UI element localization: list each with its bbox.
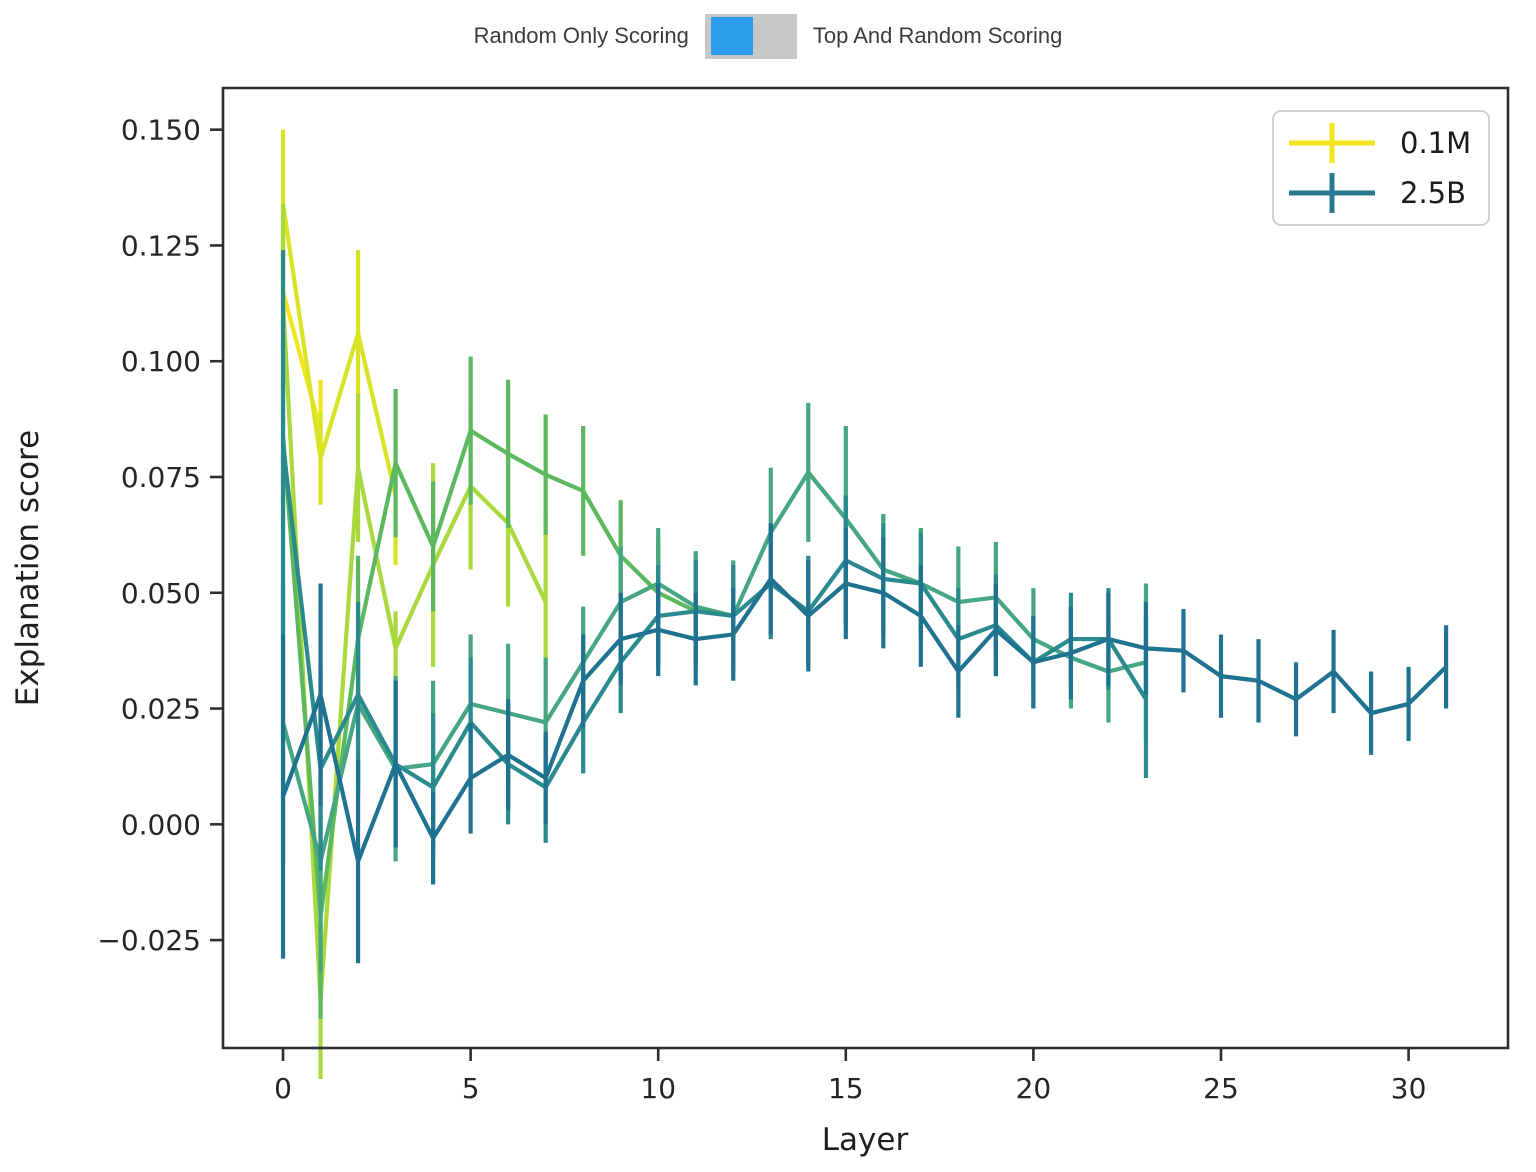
plot-frame — [221, 86, 1510, 1050]
x-axis-label: Layer — [822, 1122, 909, 1158]
series-line-s5 — [280, 442, 1149, 790]
y-tick-label-0.15: 0.150 — [121, 114, 201, 147]
x-tick-label-10: 10 — [640, 1072, 676, 1105]
series-line-s3 — [280, 428, 698, 920]
toggle-left-label: Random Only Scoring — [473, 23, 689, 48]
y-tick-label-0: 0.000 — [121, 808, 201, 841]
x-tick-label-20: 20 — [1016, 1072, 1052, 1105]
legend-entry-0.1M: 0.1M — [1286, 118, 1488, 168]
legend-sample-2.5B-icon — [1289, 173, 1375, 213]
legend-label-2.5B: 2.5B — [1400, 176, 1467, 210]
scoring-toggle-row: Random Only Scoring Top And Random Scori… — [0, 0, 1536, 72]
y-tick-label-0.025: 0.025 — [121, 693, 201, 726]
y-tick-label--0.025: −0.025 — [97, 924, 201, 957]
x-tick-label-0: 0 — [274, 1072, 292, 1105]
x-tick-label-15: 15 — [828, 1072, 864, 1105]
legend-sample-0.1M-icon — [1289, 123, 1375, 163]
legend-label-0.1M: 0.1M — [1400, 126, 1472, 160]
y-tick-label-0.05: 0.050 — [121, 577, 201, 610]
y-tick-label-0.125: 0.125 — [121, 229, 201, 262]
scoring-toggle-switch[interactable] — [704, 13, 797, 59]
legend: 0.1M 2.5B — [1272, 110, 1490, 226]
y-tick-label-0.075: 0.075 — [121, 461, 201, 494]
x-tick-label-30: 30 — [1391, 1072, 1427, 1105]
legend-entry-2.5B: 2.5B — [1286, 168, 1488, 218]
y-tick-label-0.1: 0.100 — [121, 345, 201, 378]
x-tick-label-25: 25 — [1203, 1072, 1239, 1105]
toggle-knob[interactable] — [710, 16, 753, 55]
series-line-s2 — [280, 298, 548, 1003]
series-line-s1 — [280, 201, 398, 498]
series-line-2.5B — [280, 576, 1449, 864]
toggle-right-label: Top And Random Scoring — [812, 23, 1063, 48]
series-line-s4 — [280, 470, 1149, 864]
y-axis-label: Explanation score — [10, 430, 46, 706]
x-tick-label-5: 5 — [462, 1072, 480, 1105]
